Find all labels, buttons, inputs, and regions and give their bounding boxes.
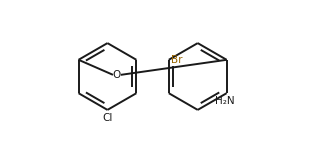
Text: Br: Br <box>171 55 182 65</box>
Text: Cl: Cl <box>102 113 112 123</box>
Text: O: O <box>113 70 121 80</box>
Text: H₂N: H₂N <box>215 96 235 106</box>
